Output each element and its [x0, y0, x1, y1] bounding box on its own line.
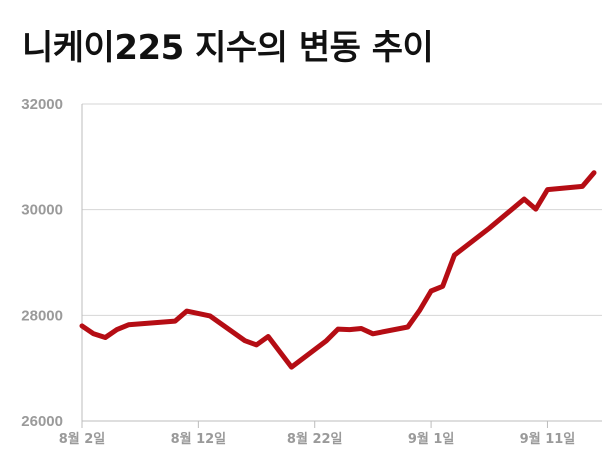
- chart-title: 니케이225 지수의 변동 추이: [22, 28, 434, 68]
- y-tick-label: 32000: [21, 96, 63, 113]
- y-tick-label: 28000: [21, 307, 63, 324]
- label-layer: 26000 28000 30000 32000 8월 2일 8월 12일 8월 22일 9월 …: [21, 96, 575, 447]
- series-layer: [79, 170, 597, 370]
- x-tick-label: 8월 2일: [59, 431, 106, 447]
- x-tick-label: 8월 12일: [171, 431, 227, 447]
- y-tick-label: 26000: [21, 413, 63, 430]
- grid-layer: [82, 103, 602, 316]
- x-tick-label: 9월 1일: [408, 431, 455, 447]
- y-tick-label: 30000: [21, 202, 63, 219]
- axis-layer: [81, 104, 602, 428]
- series-line: [79, 170, 597, 370]
- x-tick-label: 8월 22일: [287, 431, 343, 447]
- x-tick-label: 9월 11일: [520, 431, 576, 447]
